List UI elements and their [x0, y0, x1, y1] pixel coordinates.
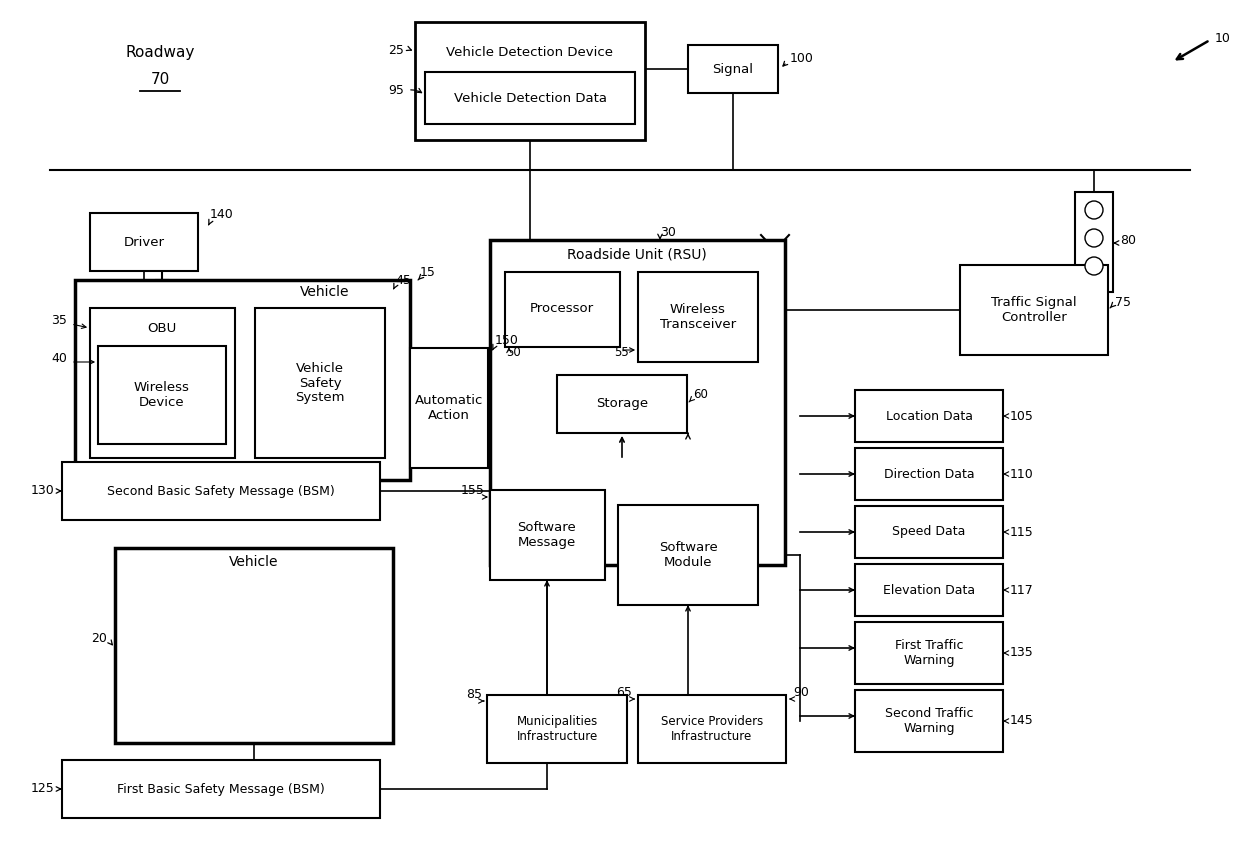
Text: Traffic Signal
Controller: Traffic Signal Controller [991, 296, 1076, 324]
Text: 150: 150 [495, 334, 518, 347]
Text: 45: 45 [396, 273, 410, 286]
Text: Vehicle: Vehicle [229, 555, 279, 569]
Text: Vehicle
Safety
System: Vehicle Safety System [295, 362, 345, 405]
Text: 117: 117 [1011, 583, 1034, 596]
Text: 50: 50 [506, 346, 521, 358]
Text: 60: 60 [693, 388, 708, 401]
Text: Processor: Processor [529, 303, 594, 316]
Text: 105: 105 [1011, 409, 1034, 422]
Bar [91, 308, 236, 458]
Text: Wireless
Transceiver: Wireless Transceiver [660, 303, 737, 331]
Bar [856, 390, 1003, 442]
Text: 145: 145 [1011, 714, 1034, 727]
Text: 100: 100 [790, 51, 813, 64]
Bar [62, 760, 379, 818]
Bar [490, 240, 785, 565]
Text: 90: 90 [794, 687, 808, 700]
Text: 80: 80 [1120, 233, 1136, 246]
Bar [505, 272, 620, 347]
Bar [618, 505, 758, 605]
Bar [856, 690, 1003, 752]
Bar [115, 548, 393, 743]
Text: Direction Data: Direction Data [884, 467, 975, 480]
Text: 15: 15 [420, 265, 436, 278]
Bar [255, 308, 384, 458]
Text: Roadway: Roadway [125, 44, 195, 60]
Circle shape [1085, 257, 1104, 275]
Bar [91, 213, 198, 271]
Text: Second Traffic
Warning: Second Traffic Warning [885, 707, 973, 735]
Bar [425, 72, 635, 124]
Bar [490, 490, 605, 580]
Text: 40: 40 [51, 351, 67, 364]
Bar [960, 265, 1109, 355]
Bar [639, 272, 758, 362]
Text: Second Basic Safety Message (BSM): Second Basic Safety Message (BSM) [107, 485, 335, 498]
Text: Software
Message: Software Message [517, 521, 577, 549]
Text: 140: 140 [210, 207, 234, 220]
Bar [74, 280, 410, 480]
Text: Vehicle Detection Data: Vehicle Detection Data [454, 92, 606, 105]
Bar [856, 564, 1003, 616]
Bar [856, 448, 1003, 500]
Text: 55: 55 [614, 346, 629, 358]
Text: 30: 30 [660, 225, 676, 238]
Text: Municipalities
Infrastructure: Municipalities Infrastructure [516, 715, 598, 743]
Bar [98, 346, 226, 444]
Text: 115: 115 [1011, 525, 1034, 538]
Text: Location Data: Location Data [885, 409, 972, 422]
Bar [1075, 192, 1114, 292]
Text: 65: 65 [616, 687, 632, 700]
Text: 10: 10 [1215, 31, 1231, 44]
Text: Elevation Data: Elevation Data [883, 583, 975, 596]
Circle shape [1085, 201, 1104, 219]
Circle shape [1085, 229, 1104, 247]
Text: Roadside Unit (RSU): Roadside Unit (RSU) [567, 248, 707, 262]
Text: 135: 135 [1011, 647, 1034, 660]
Text: 85: 85 [466, 688, 482, 701]
Text: 155: 155 [461, 484, 485, 497]
Text: 130: 130 [30, 485, 55, 498]
Text: First Traffic
Warning: First Traffic Warning [895, 639, 963, 667]
Text: 35: 35 [51, 314, 67, 327]
Text: Driver: Driver [124, 236, 165, 249]
Bar [639, 695, 786, 763]
Text: Signal: Signal [713, 62, 754, 75]
Bar [410, 348, 489, 468]
Text: First Basic Safety Message (BSM): First Basic Safety Message (BSM) [117, 783, 325, 796]
Text: Software
Module: Software Module [658, 541, 718, 569]
Text: Vehicle Detection Device: Vehicle Detection Device [446, 45, 614, 58]
Text: 70: 70 [150, 73, 170, 88]
Text: Automatic
Action: Automatic Action [415, 394, 484, 422]
Bar [856, 622, 1003, 684]
Bar [688, 45, 777, 93]
Text: Storage: Storage [596, 397, 649, 410]
Text: 125: 125 [30, 783, 55, 796]
Bar [487, 695, 627, 763]
Text: Service Providers
Infrastructure: Service Providers Infrastructure [661, 715, 763, 743]
Text: OBU: OBU [148, 322, 176, 335]
Text: 95: 95 [388, 83, 404, 96]
Text: 25: 25 [388, 43, 404, 56]
Bar [557, 375, 687, 433]
Bar [415, 22, 645, 140]
Text: Vehicle: Vehicle [300, 285, 350, 299]
Text: Speed Data: Speed Data [893, 525, 966, 538]
Text: 20: 20 [91, 631, 107, 644]
Text: Wireless
Device: Wireless Device [134, 381, 190, 409]
Text: 110: 110 [1011, 467, 1034, 480]
Text: 75: 75 [1115, 296, 1131, 309]
Bar [856, 506, 1003, 558]
Bar [62, 462, 379, 520]
